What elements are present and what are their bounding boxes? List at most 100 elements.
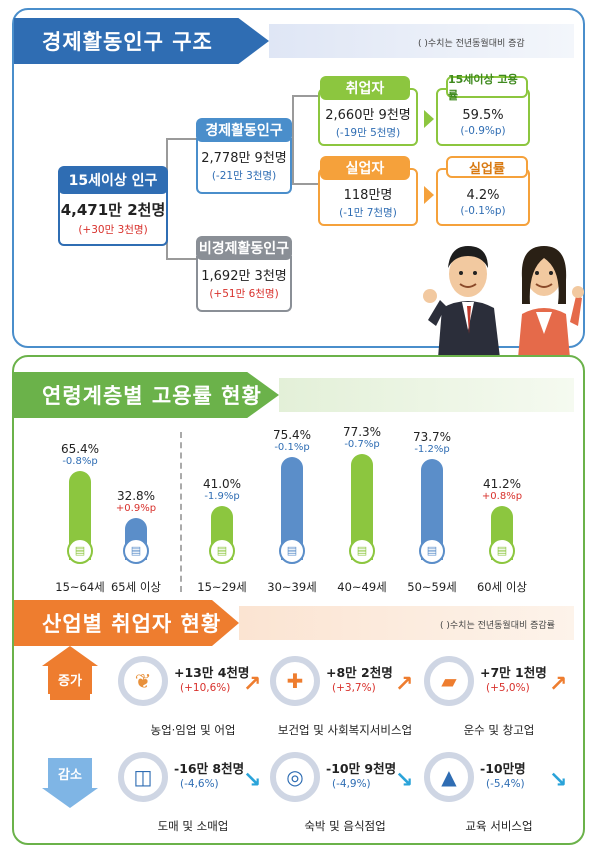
section1-title: 경제활동인구 구조: [14, 18, 269, 64]
unemployed-change: (-1만 7천명): [339, 207, 397, 219]
bar: ▤: [123, 517, 149, 564]
employment-rate-change: (-0.9%p): [460, 124, 506, 137]
industry-change: (-5,4%): [486, 778, 525, 790]
bar-column: 73.7% -1.2%p ▤: [402, 430, 462, 564]
down-arrow-icon: ↘: [395, 768, 414, 793]
up-arrow-icon: ↗: [549, 672, 568, 697]
industry-item: ▰ +7만 1천명 (+5,0%) ↗ 운수 및 창고업: [424, 656, 574, 756]
active-population-change: (-21만 3천명): [211, 170, 277, 182]
document-icon: ▤: [123, 537, 149, 564]
industry-value: +8만 2천명: [326, 665, 393, 680]
bar: ▤: [489, 505, 515, 564]
bar-change-label: -0.8%p: [62, 456, 98, 468]
medical-kit-icon: ✚: [270, 656, 320, 706]
industry-change: (+10,6%): [180, 682, 231, 694]
bar-category-label: 60세 이상: [476, 580, 528, 594]
unemployed-label: 실업자: [320, 156, 410, 180]
industry-label: 도매 및 소매업: [157, 819, 229, 833]
bar-category-label: 50~59세: [407, 580, 457, 594]
industry-label: 운수 및 창고업: [463, 723, 535, 737]
employed-label: 취업자: [320, 76, 410, 100]
bar-column: 77.3% -0.7%p ▤: [332, 424, 392, 564]
employed-change: (-19만 5천명): [335, 127, 401, 139]
decrease-arrow-icon: 감소: [48, 758, 92, 788]
document-icon: ▤: [67, 537, 93, 564]
down-arrow-icon: ↘: [243, 768, 262, 793]
industry-item: ▲ -10만명 (-5,4%) ↘ 교육 서비스업: [424, 752, 574, 851]
industry-label: 숙박 및 음식점업: [304, 819, 386, 833]
inactive-population-value: 1,692만 3천명: [201, 269, 287, 284]
population-15plus-label: 15세이상 인구: [58, 166, 168, 194]
bar-value-label: 73.7%: [412, 430, 452, 445]
up-arrow-icon: ↗: [243, 672, 262, 697]
inactive-population-box: 1,692만 3천명 (+51만 6천명): [196, 256, 292, 312]
bar: ▤: [209, 506, 235, 564]
section3-title: 산업별 취업자 현황: [14, 600, 239, 646]
bar: ▤: [67, 471, 93, 564]
bar-column: 65.4% -0.8%p ▤: [50, 442, 110, 564]
inactive-population-label: 비경제활동인구: [196, 236, 292, 260]
document-icon: ▤: [209, 537, 235, 564]
truck-icon: ▰: [424, 656, 474, 706]
bar-change-label: -0.1%p: [274, 441, 310, 453]
industry-value: +7만 1천명: [480, 665, 547, 680]
active-population-value: 2,778만 9천명: [201, 151, 287, 166]
bar-column: 41.0% -1.9%p ▤: [192, 477, 252, 564]
unemployment-rate-value: 4.2%: [466, 187, 500, 203]
unemployment-rate-change: (-0.1%p): [460, 204, 506, 217]
population-15plus-box: 4,471만 2천명 (+30만 3천명): [58, 184, 168, 246]
decrease-label: 감소: [58, 767, 82, 783]
down-arrow-icon: ↘: [549, 768, 568, 793]
industry-change: (-4,6%): [180, 778, 219, 790]
employed-value: 2,660만 9천명: [325, 108, 411, 123]
section2-title: 연령계층별 고용률 현황: [14, 372, 279, 418]
bar-value-label: 32.8%: [116, 488, 156, 503]
bar-column: 75.4% -0.1%p ▤: [262, 427, 322, 564]
industry-change: (-4,9%): [332, 778, 371, 790]
industry-item: ✚ +8만 2천명 (+3,7%) ↗ 보건업 및 사회복지서비스업: [270, 656, 420, 756]
industry-label: 보건업 및 사회복지서비스업: [277, 723, 413, 737]
industry-label: 교육 서비스업: [465, 819, 533, 833]
bar: ▤: [349, 453, 375, 564]
bar-change-label: -0.7%p: [344, 438, 380, 450]
industry-value: +13만 4천명: [174, 665, 250, 680]
industry-value: -16만 8천명: [174, 761, 245, 776]
industry-item: ◎ -10만 9천명 (-4,9%) ↘ 숙박 및 음식점업: [270, 752, 420, 851]
bar-category-label: 65세 이상: [110, 580, 162, 594]
bar-value-label: 75.4%: [272, 427, 312, 442]
bar: ▤: [279, 456, 305, 564]
section1-note: ( )수치는 전년동월대비 증감: [418, 39, 525, 49]
document-icon: ▤: [349, 537, 375, 564]
industry-label: 농업·임업 및 어업: [150, 723, 236, 737]
industry-item: ◫ -16만 8천명 (-4,6%) ↘ 도매 및 소매업: [118, 752, 268, 851]
wheat-icon: ❦: [118, 656, 168, 706]
section3-banner: 산업별 취업자 현황: [14, 600, 574, 646]
industry-value: -10만 9천명: [326, 761, 397, 776]
employment-rate-value: 59.5%: [462, 107, 504, 123]
business-people-illustration: [423, 246, 584, 358]
bar-value-label: 65.4%: [60, 442, 100, 457]
up-arrow-icon: ↗: [395, 672, 414, 697]
bar-category-label: 30~39세: [267, 580, 317, 594]
industry-item: ❦ +13만 4천명 (+10,6%) ↗ 농업·임업 및 어업: [118, 656, 268, 756]
document-icon: ▤: [279, 537, 305, 564]
document-icon: ▤: [419, 537, 445, 564]
bar-change-label: -1.2%p: [414, 444, 450, 456]
bar-change-label: +0.8%p: [481, 490, 523, 502]
employment-rate-label: 15세이상 고용률: [446, 73, 528, 102]
section3-note: ( )수치는 전년동월대비 증감률: [440, 621, 555, 631]
document-icon: ▤: [489, 537, 515, 564]
section1-banner: 경제활동인구 구조: [14, 18, 574, 64]
basket-icon: ◫: [118, 752, 168, 802]
population-15plus-value: 4,471만 2천명: [60, 201, 166, 219]
bar-value-label: 77.3%: [342, 424, 382, 439]
bar-category-label: 15~64세: [55, 580, 105, 594]
active-population-box: 2,778만 9천명 (-21만 3천명): [196, 138, 292, 194]
industry-value: -10만명: [480, 761, 526, 776]
bar-change-label: -1.9%p: [204, 491, 240, 503]
bar: ▤: [419, 459, 445, 564]
unemployed-value: 118만명: [343, 188, 393, 203]
age-group-divider: [180, 432, 182, 592]
increase-arrow-icon: 증가: [48, 664, 92, 694]
bar-value-label: 41.0%: [202, 477, 242, 492]
